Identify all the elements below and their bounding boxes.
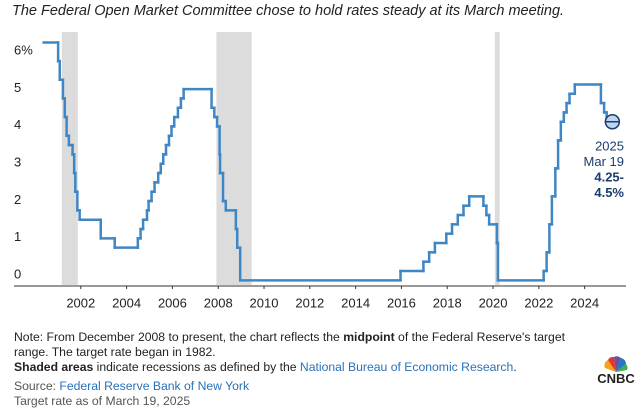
x-tick-label: 2004 — [112, 295, 141, 310]
note-text: range. The target rate began in 1982. — [14, 345, 216, 359]
x-tick-label: 2002 — [66, 295, 95, 310]
y-tick-label: 2 — [14, 192, 21, 207]
date-note: Target rate as of March 19, 2025 — [14, 394, 191, 408]
y-tick-label: 3 — [14, 154, 21, 169]
shading-bold: Shaded areas — [14, 360, 94, 374]
note-bold: midpoint — [343, 330, 395, 344]
shading-text: indicate recessions as defined by the — [93, 360, 300, 374]
x-tick-label: 2018 — [433, 295, 462, 310]
recession-shade — [216, 32, 252, 285]
x-tick-label: 2006 — [158, 295, 187, 310]
y-tick-label: 6% — [14, 43, 33, 58]
x-tick-label: 2020 — [479, 295, 508, 310]
shading-text: . — [513, 360, 517, 374]
note: Note: From December 2008 to present, the… — [14, 330, 565, 375]
logo-mark — [604, 356, 628, 372]
annotation: 2025 — [595, 138, 624, 153]
annotation: 4.5% — [594, 185, 624, 200]
annotation: 4.25- — [594, 169, 624, 184]
note-text: Note: From December 2008 to present, the… — [14, 330, 344, 344]
y-tick-label: 4 — [14, 117, 21, 132]
nber-link[interactable]: National Bureau of Economic Research — [299, 360, 514, 374]
annotation: Mar 19 — [584, 154, 624, 169]
x-tick-label: 2016 — [387, 295, 416, 310]
source-label: Source: — [14, 379, 60, 393]
y-tick-label: 0 — [14, 266, 21, 281]
recession-shade — [494, 32, 500, 285]
y-tick-label: 1 — [14, 229, 21, 244]
note-text: of the Federal Reserve's target — [394, 330, 565, 344]
x-tick-label: 2010 — [250, 295, 279, 310]
source-link[interactable]: Federal Reserve Bank of New York — [59, 379, 250, 393]
x-tick-label: 2014 — [341, 295, 370, 310]
logo-text: CNBC — [597, 371, 635, 386]
x-tick-label: 2024 — [570, 295, 599, 310]
x-tick-label: 2012 — [295, 295, 324, 310]
x-tick-label: 2008 — [204, 295, 233, 310]
chart-title: The Federal Open Market Committee chose … — [12, 3, 564, 19]
chart: The Federal Open Market Committee chose … — [12, 3, 626, 310]
x-tick-label: 2022 — [524, 295, 553, 310]
source: Source: Federal Reserve Bank of New York… — [14, 379, 249, 409]
logo: CNBC — [597, 356, 635, 386]
recession-shade — [61, 32, 78, 285]
y-tick-label: 5 — [14, 80, 21, 95]
